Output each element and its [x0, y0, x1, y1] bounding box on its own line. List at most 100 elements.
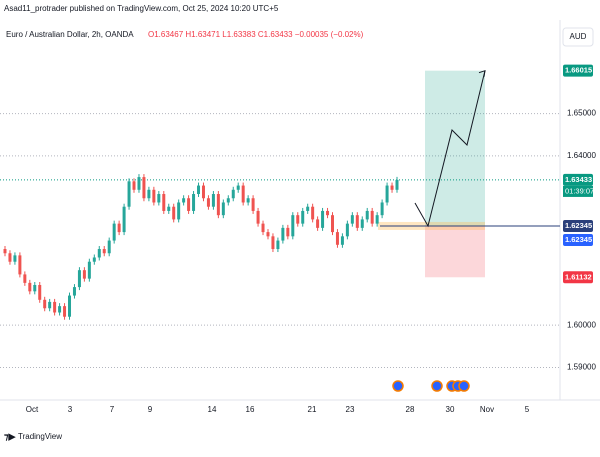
y-tick-label: 1.60000: [567, 320, 596, 329]
candle-body: [201, 185, 205, 199]
candle-body: [311, 206, 315, 220]
candle-body: [82, 270, 86, 279]
candle-body: [345, 223, 349, 237]
x-tick-label: 14: [208, 405, 217, 414]
currency[interactable]: AUD: [570, 32, 587, 41]
candle-body: [172, 206, 176, 220]
footer-logo: ⁊▶: [4, 431, 16, 441]
candle-body: [360, 219, 364, 228]
candle-body: [97, 249, 101, 258]
x-tick-label: 3: [68, 405, 73, 414]
x-tick-label: 28: [406, 405, 415, 414]
candle-body: [142, 177, 146, 199]
price-tag-label: 1.66015: [565, 66, 592, 75]
candle-body: [231, 189, 235, 199]
candle-body: [48, 301, 52, 309]
price-tag: [563, 219, 593, 232]
candle-body: [206, 198, 210, 207]
candle-body: [107, 240, 111, 254]
candle-body: [350, 215, 354, 224]
candle-body: [33, 284, 37, 292]
candle-body: [192, 194, 196, 211]
candle-body: [77, 270, 81, 288]
candle-body: [330, 215, 334, 233]
y-tick-label: 1.65000: [567, 109, 596, 118]
candle-body: [246, 198, 250, 203]
candle-body: [395, 179, 399, 190]
candle-body: [8, 253, 12, 262]
candle-body: [147, 189, 151, 199]
price-tag: [563, 233, 593, 246]
profit-zone: [425, 70, 485, 226]
price-tag-label: 1.63433: [565, 175, 592, 184]
candle-body: [92, 257, 96, 262]
candle-body: [137, 177, 141, 190]
candle-body: [187, 198, 191, 211]
candle-body: [68, 295, 72, 317]
price-tag-label: 1.61132: [565, 272, 592, 281]
candle-body: [221, 202, 225, 216]
candle-body: [335, 232, 339, 245]
candle-body: [340, 236, 344, 245]
events[interactable]: [392, 380, 470, 392]
price-tag: [563, 64, 593, 77]
candle-body: [365, 210, 369, 220]
event-icon[interactable]: [431, 380, 443, 392]
candle-body: [132, 181, 136, 190]
candle-body: [385, 185, 389, 203]
candle-body: [211, 194, 215, 207]
candle-body: [291, 215, 295, 237]
candle-body: [326, 210, 330, 216]
candle-body: [102, 249, 106, 254]
price-tag: [563, 271, 593, 284]
price-tag-label: 1.62345: [565, 235, 592, 244]
x-tick-label: 30: [446, 405, 455, 414]
candle-body: [276, 240, 280, 250]
candle-body: [355, 215, 359, 228]
candle-body: [112, 223, 116, 241]
candle-body: [87, 261, 91, 279]
symbol-title: Euro / Australian Dollar, 2h, OANDA: [6, 30, 134, 39]
candle-body: [390, 185, 394, 190]
x-tick-label: 23: [346, 405, 355, 414]
candle-body: [72, 287, 76, 296]
candle-body: [53, 301, 57, 313]
candle-body: [306, 206, 310, 211]
price-tag: [563, 173, 593, 186]
candle-body: [301, 210, 305, 224]
candle-body: [177, 202, 181, 220]
candle-body: [241, 185, 245, 203]
candle-body: [28, 282, 32, 292]
arrow-head: [478, 69, 486, 77]
candle-body: [58, 306, 62, 313]
candle-body: [167, 206, 171, 211]
x-tick-label: 7: [110, 405, 115, 414]
x-tick-label: 9: [148, 405, 153, 414]
candle-body: [38, 284, 42, 300]
candle-body: [281, 227, 285, 241]
candle-body: [18, 255, 22, 275]
price-tag-label: 1.62345: [565, 221, 592, 230]
candle-body: [43, 299, 47, 309]
candle-body: [127, 181, 131, 207]
candle-body: [370, 210, 374, 224]
candle-body: [226, 198, 230, 203]
x-tick-label: 21: [308, 405, 317, 414]
ohlc-legend: O1.63467 H1.63471 L1.63383 C1.63433 −0.0…: [148, 30, 364, 39]
y-tick-label: 1.64000: [567, 151, 596, 160]
publisher: Asad11_protrader published on TradingVie…: [4, 4, 279, 13]
candle-body: [261, 223, 265, 233]
currency-box[interactable]: [562, 27, 594, 47]
candle-body: [182, 198, 186, 203]
event-icon[interactable]: [392, 380, 404, 392]
event-icon[interactable]: [458, 380, 470, 392]
candle-body: [117, 223, 121, 233]
countdown-box: [563, 185, 593, 197]
candle-body: [3, 249, 7, 254]
x-tick-label: 16: [246, 405, 255, 414]
candle-body: [256, 210, 260, 224]
candle-body: [197, 185, 201, 195]
candle-body: [122, 206, 126, 233]
x-tick-label: 5: [525, 405, 530, 414]
